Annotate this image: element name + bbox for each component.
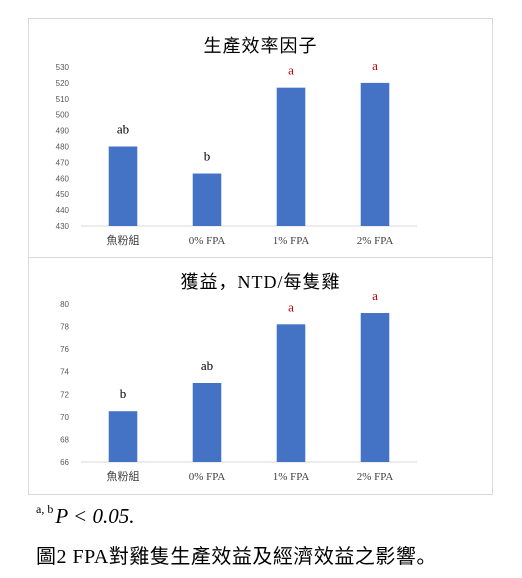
chart-title: 獲益，NTD/每隻雞: [180, 272, 341, 292]
y-tick-label: 460: [56, 174, 70, 183]
x-tick-label: 0% FPA: [189, 235, 226, 247]
y-tick-label: 470: [56, 158, 70, 167]
significance-label: a: [372, 58, 378, 73]
chart-title: 生產效率因子: [203, 36, 318, 56]
profit-chart: 獲益，NTD/每隻雞 66 68 70 72 74 76 78 80 b 魚粉組 ab 0% FPA a…: [28, 257, 493, 495]
x-tick-label: 魚粉組: [107, 234, 140, 247]
y-tick-label: 520: [56, 79, 70, 88]
y-tick-label: 480: [56, 143, 70, 152]
production-efficiency-chart: 生產效率因子 430 440 450 460 470 480 490 500 510 520 530…: [28, 18, 493, 258]
bar: [360, 313, 390, 462]
x-tick-label: 1% FPA: [273, 471, 310, 483]
footnote-superscript: a, b: [36, 502, 54, 517]
footnote-text: P < 0.05.: [55, 504, 135, 528]
chart-plot: 66 68 70 72 74 76 78 80 b 魚粉組 ab 0% FPA a 1% FPA a 2% F…: [60, 288, 417, 483]
bar: [360, 82, 390, 227]
y-tick-label: 430: [56, 222, 70, 231]
bar: [108, 146, 138, 226]
significance-label: b: [120, 386, 127, 401]
x-tick-label: 2% FPA: [357, 471, 394, 483]
significance-label: a: [372, 288, 378, 303]
bar: [192, 173, 222, 226]
y-tick-label: 530: [56, 63, 70, 72]
y-tick-label: 490: [56, 127, 70, 136]
significance-label: a: [288, 299, 294, 314]
y-tick-label: 70: [60, 413, 69, 422]
y-tick-label: 66: [60, 458, 69, 467]
y-tick-label: 500: [56, 111, 70, 120]
significance-label: ab: [201, 358, 213, 373]
y-tick-label: 68: [60, 435, 69, 444]
y-tick-label: 80: [60, 300, 69, 309]
bar: [276, 324, 306, 462]
y-tick-label: 510: [56, 95, 70, 104]
y-tick-label: 74: [60, 368, 69, 377]
x-tick-label: 0% FPA: [189, 471, 226, 483]
x-tick-label: 1% FPA: [273, 235, 310, 247]
figure-caption: 圖2 FPA對雞隻生產效益及經濟效益之影響。: [36, 546, 437, 568]
y-tick-label: 440: [56, 206, 70, 215]
significance-label: b: [204, 149, 211, 164]
y-tick-label: 78: [60, 323, 69, 332]
bar: [192, 383, 222, 462]
y-tick-label: 76: [60, 345, 69, 354]
x-tick-label: 2% FPA: [357, 235, 394, 247]
bar: [108, 411, 138, 462]
y-tick-label: 450: [56, 190, 70, 199]
bar: [276, 87, 306, 226]
chart-plot: 430 440 450 460 470 480 490 500 510 520 530 ab 魚粉組 b 0…: [56, 58, 417, 247]
y-tick-label: 72: [60, 390, 69, 399]
x-tick-label: 魚粉組: [107, 470, 140, 483]
significance-footnote: a, bP < 0.05.: [36, 502, 135, 529]
significance-label: a: [288, 63, 294, 78]
significance-label: ab: [117, 122, 129, 137]
